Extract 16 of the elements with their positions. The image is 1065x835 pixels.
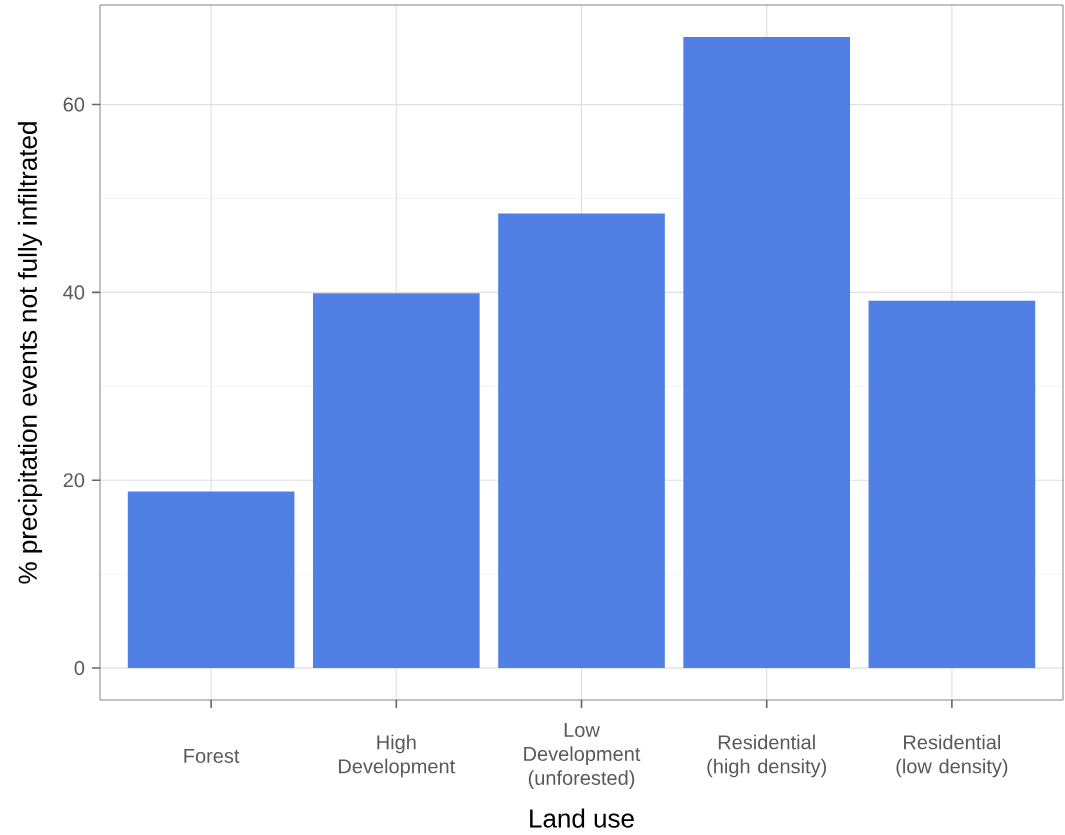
- y-tick-label: 20: [63, 473, 85, 488]
- y-tick-label: 0: [74, 660, 85, 676]
- x-tick-label: Low Development (unforested): [524, 723, 641, 789]
- x-tick-label: High Development: [339, 734, 456, 778]
- y-axis-title: % precipitation events not fully infiltrated: [17, 122, 43, 584]
- x-tick-label: Forest: [184, 749, 240, 763]
- bar: [498, 213, 665, 669]
- bar: [312, 293, 480, 669]
- y-tick-label: 40: [63, 285, 85, 300]
- x-axis-title: Land use: [530, 808, 634, 828]
- x-tick-label: Residential (high density): [707, 734, 827, 778]
- x-tick-label: Residential (low density): [896, 734, 1008, 778]
- y-tick-label: 60: [63, 97, 85, 112]
- bar: [127, 491, 295, 669]
- bar: [683, 36, 851, 669]
- bar: [868, 300, 1036, 669]
